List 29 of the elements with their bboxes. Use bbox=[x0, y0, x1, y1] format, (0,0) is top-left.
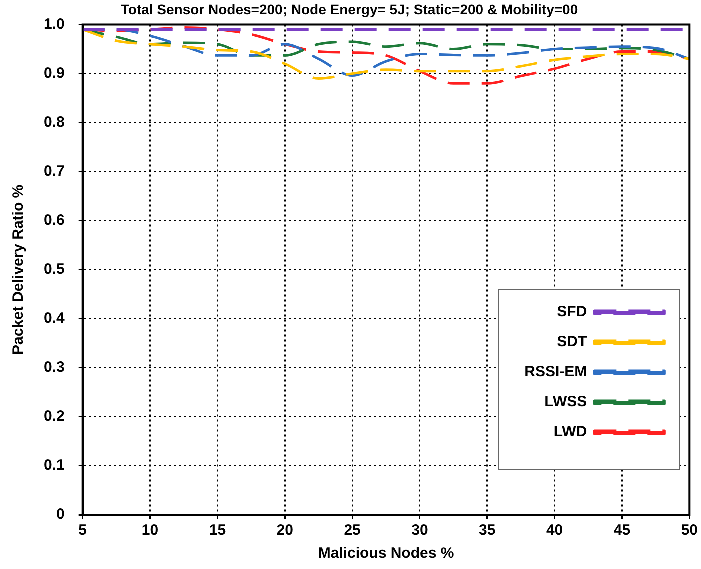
y-tick-label: 1.0 bbox=[44, 16, 65, 33]
y-tick-label: 0.8 bbox=[44, 114, 65, 131]
legend-label: LWSS bbox=[544, 394, 588, 411]
legend-label: RSSI-EM bbox=[524, 364, 588, 381]
chart-title: Total Sensor Nodes=200; Node Energy= 5J; Static=200 & Mobility=00 bbox=[120, 1, 578, 18]
y-tick-label: 0 bbox=[56, 506, 65, 524]
x-axis-title: Malicious Nodes % bbox=[318, 545, 454, 562]
legend-label: SFD bbox=[557, 304, 588, 321]
y-axis-title: Packet Delivery Ratio % bbox=[10, 184, 28, 355]
y-tick-label: 0.6 bbox=[44, 212, 65, 230]
y-tick-label: 0.5 bbox=[44, 261, 65, 278]
y-tick-label: 0.2 bbox=[44, 408, 65, 426]
x-tick-label: 50 bbox=[681, 522, 698, 540]
y-tick-label: 0.1 bbox=[44, 457, 65, 474]
x-tick-label: 25 bbox=[344, 522, 361, 540]
x-tick-label: 15 bbox=[209, 522, 226, 540]
x-tick-label: 30 bbox=[412, 522, 428, 540]
x-tick-label: 10 bbox=[142, 522, 159, 540]
x-tick-label: 5 bbox=[78, 522, 88, 540]
legend-label: LWD bbox=[554, 424, 588, 441]
x-tick-label: 35 bbox=[479, 522, 496, 540]
x-tick-label: 40 bbox=[546, 522, 564, 540]
x-tick-label: 20 bbox=[276, 522, 294, 540]
y-tick-label: 0.4 bbox=[44, 310, 66, 328]
y-tick-label: 0.9 bbox=[44, 64, 65, 82]
x-tick-label: 45 bbox=[614, 522, 631, 540]
legend-label: SDT bbox=[557, 334, 588, 351]
y-tick-label: 0.7 bbox=[44, 163, 65, 180]
y-tick-label: 0.3 bbox=[44, 359, 65, 376]
